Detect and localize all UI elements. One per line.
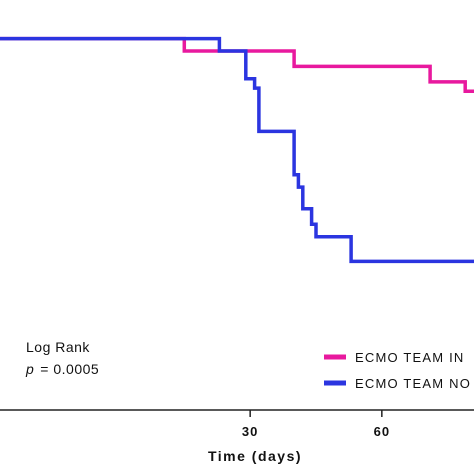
legend: ECMO TEAM IN ECMO TEAM NO bbox=[324, 350, 471, 391]
x-axis-title: Time (days) bbox=[208, 448, 302, 464]
legend-label-in: ECMO TEAM IN bbox=[355, 350, 465, 365]
p-symbol: p bbox=[25, 361, 34, 377]
series-line-ecmo-team-in bbox=[0, 36, 474, 93]
x-ticks: 30 60 bbox=[242, 410, 390, 439]
legend-label-no: ECMO TEAM NO bbox=[355, 376, 471, 391]
survival-curves bbox=[0, 36, 474, 264]
series-line-ecmo-team-no bbox=[0, 36, 474, 264]
p-value-label: p = 0.0005 bbox=[25, 361, 99, 377]
log-rank-label: Log Rank bbox=[26, 339, 90, 355]
x-tick-label: 30 bbox=[242, 424, 258, 439]
x-tick-label: 60 bbox=[374, 424, 390, 439]
p-value: = 0.0005 bbox=[40, 361, 99, 377]
